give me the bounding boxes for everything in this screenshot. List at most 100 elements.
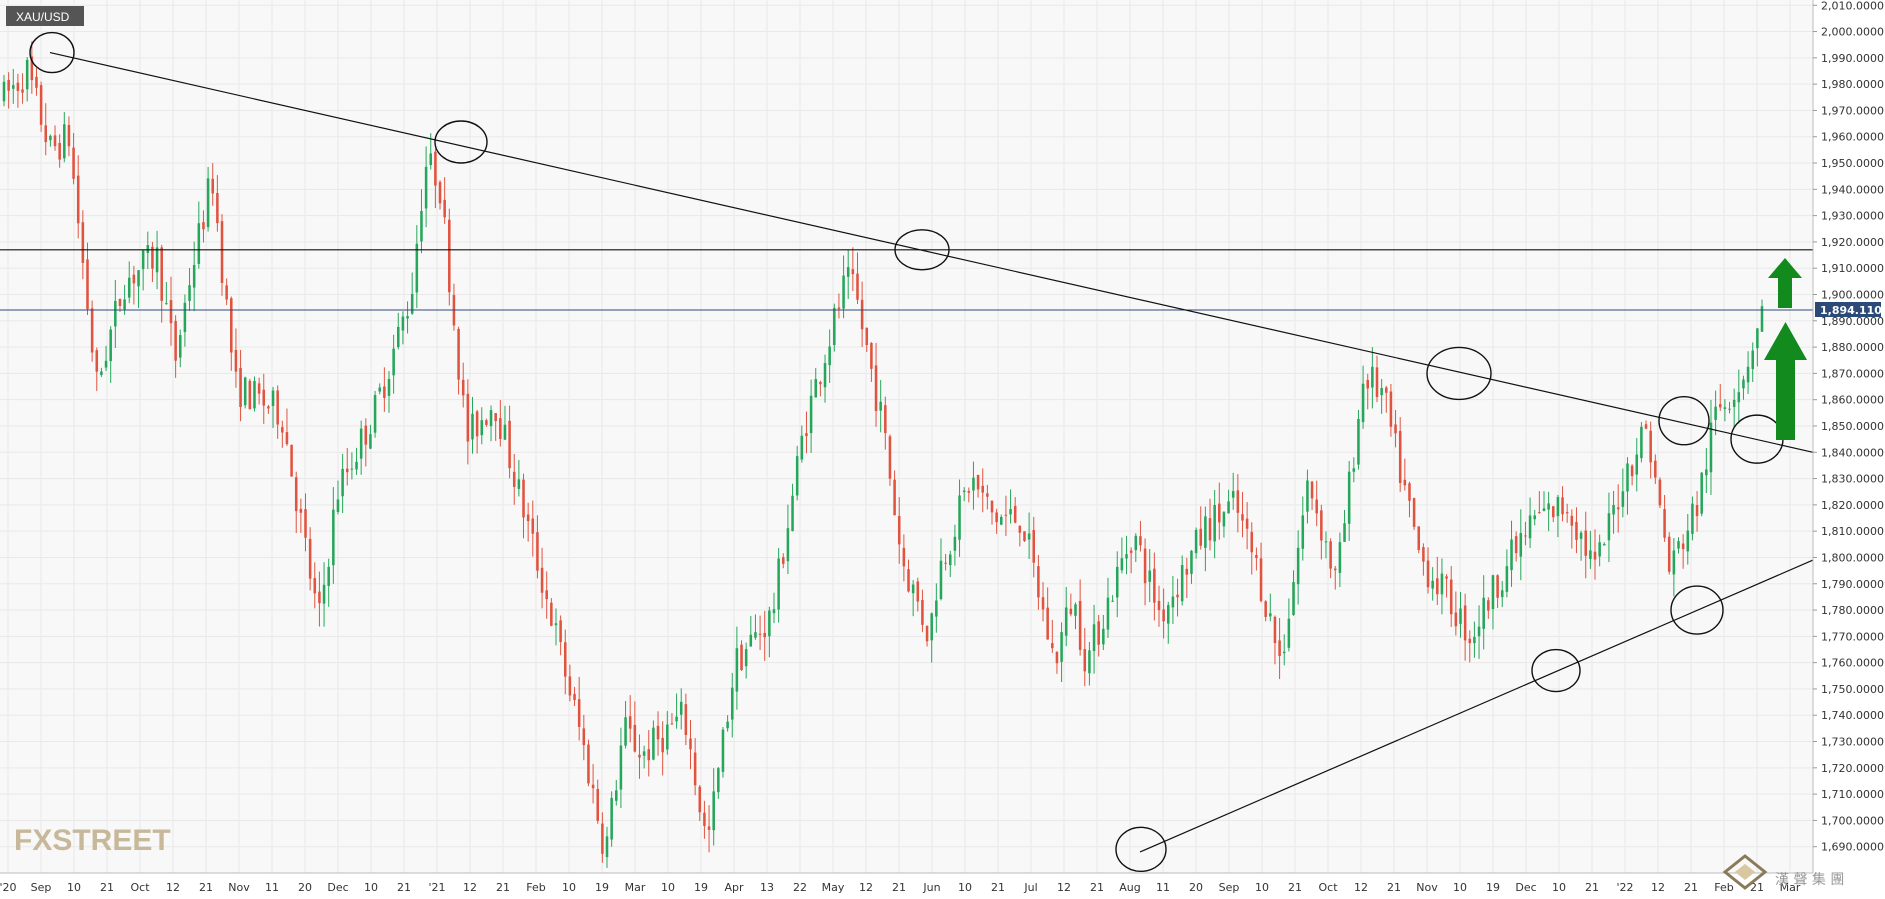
candle — [165, 282, 168, 305]
candle — [248, 378, 252, 410]
candle-body — [1329, 541, 1332, 569]
candle-body — [438, 181, 442, 204]
candle-body — [318, 591, 321, 604]
candle-body — [1477, 626, 1481, 637]
candle-body — [679, 701, 683, 715]
y-tick-label: 1,850.0000 — [1821, 420, 1884, 433]
y-axis: 1,690.0000 1,700.0000 1,710.0000 1,720.0000… — [1813, 0, 1884, 854]
candle-body — [591, 784, 595, 789]
candle-body — [1204, 516, 1207, 548]
candle — [1115, 551, 1119, 618]
candle — [141, 249, 145, 291]
candle — [1667, 532, 1671, 575]
candle-body — [1208, 518, 1212, 541]
y-tick-label: 1,910.0000 — [1821, 262, 1884, 275]
candle-body — [1742, 379, 1745, 389]
candle — [21, 73, 24, 104]
candle — [837, 293, 841, 319]
candle-body — [819, 382, 822, 385]
candle — [1046, 587, 1049, 640]
candle — [1333, 565, 1337, 590]
candle — [1102, 614, 1105, 651]
candle — [1120, 537, 1124, 574]
candle-body — [373, 395, 377, 433]
candle — [1287, 598, 1291, 652]
candle-body — [127, 277, 131, 298]
y-tick-label: 1,980.0000 — [1821, 78, 1884, 91]
candle — [642, 745, 646, 769]
candle — [127, 261, 131, 304]
candle-body — [1120, 558, 1124, 571]
y-tick-label: 1,740.0000 — [1821, 709, 1884, 722]
candle — [294, 471, 298, 534]
candle-body — [178, 335, 182, 358]
candle-body — [1064, 607, 1068, 636]
ascending-trendline — [1139, 559, 1814, 853]
candle-body — [1728, 408, 1731, 410]
x-tick-label: Oct — [130, 881, 150, 894]
candle-body — [81, 222, 85, 263]
candle-body — [230, 298, 233, 353]
candle-body — [188, 285, 191, 301]
candle — [257, 377, 261, 405]
candle — [1097, 614, 1100, 657]
candle-body — [220, 221, 224, 283]
candle-body — [601, 823, 604, 854]
candle-body — [1677, 541, 1680, 549]
candle — [1514, 531, 1518, 562]
candle-body — [652, 727, 655, 760]
candle — [345, 447, 349, 486]
candle-body — [1556, 497, 1560, 517]
candle — [25, 56, 29, 102]
candle-body — [1023, 531, 1026, 542]
candle — [304, 493, 307, 552]
candle-body — [712, 791, 715, 831]
candle-body — [995, 512, 998, 523]
candle-body — [72, 147, 75, 179]
candle — [81, 210, 85, 280]
candle — [318, 571, 321, 627]
marked-point-circle — [894, 229, 950, 271]
candle — [791, 483, 794, 532]
candle-body — [730, 687, 734, 720]
candle-body — [1352, 468, 1356, 472]
candle — [35, 68, 38, 96]
candle — [508, 405, 511, 479]
candle — [1306, 469, 1309, 524]
candle — [373, 390, 377, 438]
candle-body — [1473, 636, 1476, 644]
candle — [1051, 619, 1054, 653]
candle-body — [457, 328, 460, 380]
candle — [308, 527, 312, 591]
candle — [299, 498, 303, 533]
candle-body — [206, 178, 210, 228]
marked-points — [29, 31, 1784, 873]
candle-body — [114, 300, 117, 327]
candle-body — [415, 243, 419, 293]
candle-body — [1069, 608, 1073, 615]
candle-body — [628, 716, 632, 729]
candle-body — [12, 85, 15, 89]
candle — [1751, 342, 1754, 382]
candle-body — [1032, 529, 1036, 563]
candle — [281, 420, 284, 448]
candle-body — [884, 405, 887, 434]
x-tick-label: 10 — [1453, 881, 1467, 894]
candle — [744, 642, 748, 679]
candle-body — [647, 749, 651, 761]
x-tick-label: 20 — [1189, 881, 1203, 894]
candle — [1519, 509, 1523, 581]
candle — [1250, 522, 1254, 575]
candle-body — [1431, 580, 1434, 589]
candle-body — [503, 424, 507, 440]
candle-body — [1408, 483, 1411, 501]
candle — [1375, 355, 1379, 403]
candle — [1231, 472, 1235, 510]
candle-body — [76, 175, 80, 224]
candle-body — [610, 797, 613, 840]
candle — [647, 729, 651, 777]
candle — [814, 368, 818, 398]
candle — [962, 487, 966, 502]
candle — [1134, 533, 1138, 563]
candle-body — [809, 395, 813, 434]
